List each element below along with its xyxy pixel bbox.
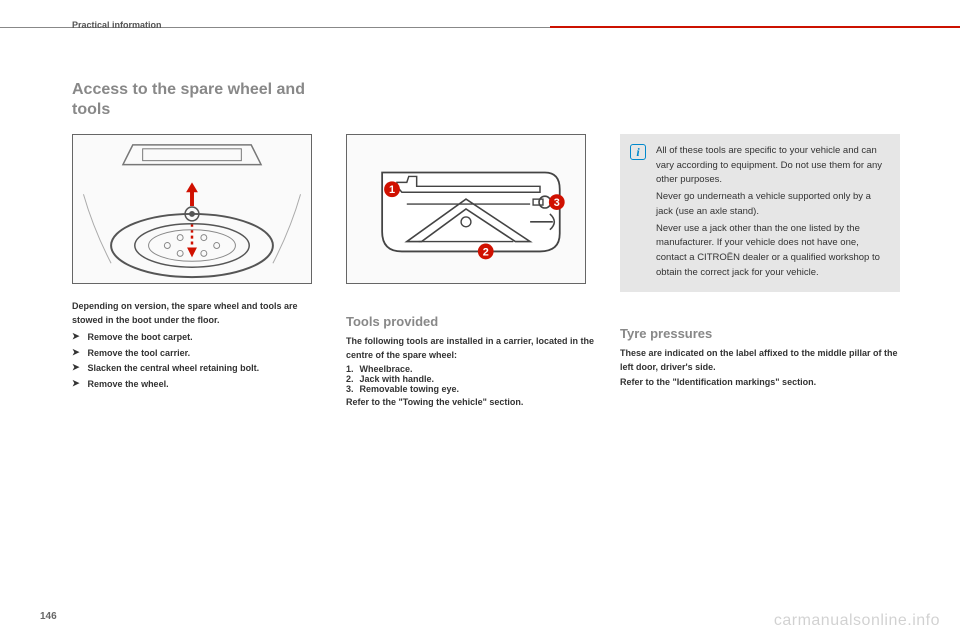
info-box: i All of these tools are specific to you…	[620, 134, 900, 292]
tools-intro: The following tools are installed in a c…	[346, 335, 596, 362]
tools-list: 1. Wheelbrace. 2. Jack with handle. 3. R…	[346, 364, 596, 394]
item-number: 1.	[346, 364, 354, 374]
info-icon: i	[630, 144, 646, 160]
item-label: Removable towing eye.	[360, 384, 460, 394]
bullet-item: ➤ Remove the boot carpet.	[72, 331, 322, 345]
bullet-item: ➤ Remove the tool carrier.	[72, 347, 322, 361]
bullet-arrow-icon: ➤	[72, 362, 80, 376]
col1-intro: Depending on version, the spare wheel an…	[72, 300, 322, 327]
item-label: Jack with handle.	[360, 374, 435, 384]
svg-text:3: 3	[554, 197, 560, 209]
column-3: i All of these tools are specific to you…	[620, 80, 900, 580]
page-number: 146	[40, 611, 57, 622]
info-para: Never use a jack other than the one list…	[656, 222, 888, 281]
page-title: Access to the spare wheel and tools	[72, 80, 322, 120]
list-item: 2. Jack with handle.	[346, 374, 596, 384]
section-label: Practical information	[72, 20, 162, 30]
bullet-item: ➤ Slacken the central wheel retaining bo…	[72, 362, 322, 376]
page-content: Access to the spare wheel and tools	[72, 80, 900, 580]
list-item: 3. Removable towing eye.	[346, 384, 596, 394]
column-1: Access to the spare wheel and tools	[72, 80, 322, 580]
tyre-title: Tyre pressures	[620, 326, 900, 341]
bullet-item: ➤ Remove the wheel.	[72, 378, 322, 392]
spare-wheel-diagram	[72, 134, 312, 284]
bullet-text: Remove the tool carrier.	[88, 347, 322, 361]
item-label: Wheelbrace.	[360, 364, 413, 374]
bullet-arrow-icon: ➤	[72, 378, 80, 392]
tools-title: Tools provided	[346, 314, 596, 329]
tools-diagram: 1 2 3	[346, 134, 586, 284]
info-para: Never go underneath a vehicle supported …	[656, 190, 888, 219]
column-2: 1 2 3 Tools provided The following tools…	[346, 80, 596, 580]
tyre-body: These are indicated on the label affixed…	[620, 347, 900, 374]
bullet-text: Remove the boot carpet.	[88, 331, 322, 345]
bullet-text: Remove the wheel.	[88, 378, 322, 392]
bullet-arrow-icon: ➤	[72, 331, 80, 345]
top-rule-red	[550, 26, 960, 28]
item-number: 2.	[346, 374, 354, 384]
info-para: All of these tools are specific to your …	[656, 144, 888, 188]
tyre-ref: Refer to the "Identification markings" s…	[620, 376, 900, 390]
watermark: carmanualsonline.info	[774, 612, 940, 630]
tools-ref: Refer to the "Towing the vehicle" sectio…	[346, 396, 596, 410]
svg-text:1: 1	[389, 184, 395, 196]
svg-text:2: 2	[483, 246, 489, 258]
bullet-text: Slacken the central wheel retaining bolt…	[88, 362, 322, 376]
item-number: 3.	[346, 384, 354, 394]
info-text: All of these tools are specific to your …	[656, 144, 888, 282]
col1-bullets: ➤ Remove the boot carpet. ➤ Remove the t…	[72, 331, 322, 393]
bullet-arrow-icon: ➤	[72, 347, 80, 361]
list-item: 1. Wheelbrace.	[346, 364, 596, 374]
